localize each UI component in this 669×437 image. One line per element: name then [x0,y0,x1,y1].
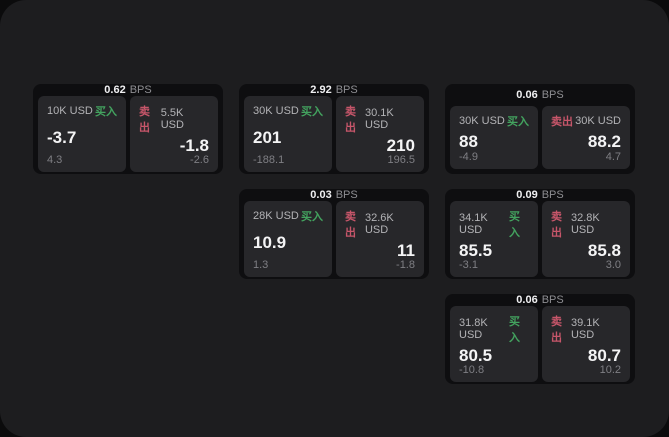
quote-card: 0.03 BPS 28K USD 买入 10.9 1.3 卖出 32.6K US… [239,189,429,279]
buy-notional-label: 10K USD [47,105,93,117]
sell-side-label: 卖出 [551,316,562,344]
bps-value: 0.06 [516,294,538,306]
sell-sub-value: 10.2 [599,364,621,376]
buy-quote-tile[interactable]: 28K USD 买入 10.9 1.3 [244,201,332,277]
bps-value: 0.62 [104,84,126,96]
bps-value: 0.06 [516,89,538,101]
sell-price: 88.2 [587,131,621,151]
sell-price: 85.8 [587,241,621,260]
buy-quote-tile[interactable]: 30K USD 买入 201 -188.1 [244,96,332,172]
buy-price: 80.5 [459,346,493,365]
bps-unit-label: BPS [335,189,358,201]
sell-quote-tile[interactable]: 卖出 39.1K USD 80.7 10.2 [542,306,630,382]
sell-price: 80.7 [587,346,621,365]
sell-notional-label: 32.6K USD [364,212,394,236]
card-header: 0.06 BPS [445,294,635,306]
buy-price: 201 [253,128,282,147]
bps-unit-label: BPS [541,294,564,306]
card-header: 0.03 BPS [239,189,429,201]
quote-panels: 31.8K USD 买入 80.5 -10.8 卖出 39.1K USD 80.… [445,306,635,384]
quote-panels: 10K USD 买入 -3.7 4.3 卖出 5.5K USD -1.8 -2.… [33,96,223,174]
buy-sub-value: -3.1 [459,259,478,271]
quote-cards-grid: 0.62 BPS 10K USD 买入 -3.7 4.3 卖出 5.5K USD [33,84,635,384]
sell-sub-value: -2.6 [190,154,209,166]
sell-quote-tile[interactable]: 卖出 30K USD 88.2 4.7 [542,106,630,169]
sell-side-label: 卖出 [345,211,356,239]
buy-price: 10.9 [253,233,287,252]
buy-sub-value: -4.9 [459,151,478,163]
bps-value: 0.03 [310,189,332,201]
sell-quote-tile[interactable]: 卖出 5.5K USD -1.8 -2.6 [130,96,218,172]
bps-unit-label: BPS [335,84,358,96]
buy-side-label: 买入 [509,316,521,344]
buy-side-label: 买入 [95,106,117,118]
buy-notional-label: 30K USD [253,105,299,117]
bps-unit-label: BPS [541,89,564,101]
buy-notional-label: 30K USD [459,115,505,127]
card-header: 2.92 BPS [239,84,429,96]
quote-panels: 28K USD 买入 10.9 1.3 卖出 32.6K USD 11 -1.8 [239,201,429,279]
sell-notional-label: 30K USD [575,115,621,127]
quote-panels: 34.1K USD 买入 85.5 -3.1 卖出 32.8K USD 85.8… [445,201,635,279]
buy-price: 85.5 [459,241,493,260]
buy-notional-label: 31.8K USD [459,317,488,341]
buy-sub-value: -188.1 [253,154,285,166]
buy-quote-tile[interactable]: 31.8K USD 买入 80.5 -10.8 [450,306,538,382]
sell-side-label: 卖出 [139,106,150,134]
buy-side-label: 买入 [301,211,323,223]
bps-value: 2.92 [310,84,332,96]
buy-notional-label: 34.1K USD [459,212,488,236]
buy-price: -3.7 [47,128,77,147]
bps-unit-label: BPS [129,84,152,96]
quote-card: 0.09 BPS 34.1K USD 买入 85.5 -3.1 卖出 32.8K… [445,189,635,279]
buy-side-label: 买入 [301,106,323,118]
quote-card: 0.62 BPS 10K USD 买入 -3.7 4.3 卖出 5.5K USD [33,84,223,174]
buy-side-label: 买入 [509,211,521,239]
sell-notional-label: 32.8K USD [570,212,600,236]
sell-sub-value: 4.7 [605,151,621,163]
sell-notional-label: 5.5K USD [160,107,184,131]
sell-sub-value: 3.0 [605,259,621,271]
buy-sub-value: 4.3 [47,154,63,166]
sell-price: 210 [386,136,415,155]
card-header: 0.62 BPS [33,84,223,96]
quote-card: 0.06 BPS 30K USD 买入 88 -4.9 卖出 30K USD [445,84,635,174]
buy-quote-tile[interactable]: 10K USD 买入 -3.7 4.3 [38,96,126,172]
sell-notional-label: 30.1K USD [364,107,394,131]
quote-card: 0.06 BPS 31.8K USD 买入 80.5 -10.8 卖出 39.1… [445,294,635,384]
sell-sub-value: 196.5 [387,154,415,166]
sell-price: 11 [397,241,415,260]
buy-side-label: 买入 [507,116,529,128]
bps-unit-label: BPS [541,189,564,201]
sell-quote-tile[interactable]: 卖出 30.1K USD 210 196.5 [336,96,424,172]
quote-card: 2.92 BPS 30K USD 买入 201 -188.1 卖出 30.1K … [239,84,429,174]
buy-price: 88 [459,131,478,151]
buy-notional-label: 28K USD [253,210,299,222]
buy-quote-tile[interactable]: 34.1K USD 买入 85.5 -3.1 [450,201,538,277]
sell-price: -1.8 [179,136,209,155]
sell-side-label: 卖出 [345,106,356,134]
bps-value: 0.09 [516,189,538,201]
sell-quote-tile[interactable]: 卖出 32.6K USD 11 -1.8 [336,201,424,277]
quote-panels: 30K USD 买入 201 -188.1 卖出 30.1K USD 210 1… [239,96,429,174]
sell-quote-tile[interactable]: 卖出 32.8K USD 85.8 3.0 [542,201,630,277]
buy-sub-value: 1.3 [253,259,269,271]
card-header: 0.09 BPS [445,189,635,201]
buy-sub-value: -10.8 [459,364,485,376]
buy-quote-tile[interactable]: 30K USD 买入 88 -4.9 [450,106,538,169]
card-header: 0.06 BPS [445,84,635,106]
sell-side-label: 卖出 [551,116,573,128]
sell-notional-label: 39.1K USD [570,317,600,341]
sell-sub-value: -1.8 [396,259,415,271]
quote-panels: 30K USD 买入 88 -4.9 卖出 30K USD 88.2 4.7 [445,106,635,174]
sell-side-label: 卖出 [551,211,562,239]
